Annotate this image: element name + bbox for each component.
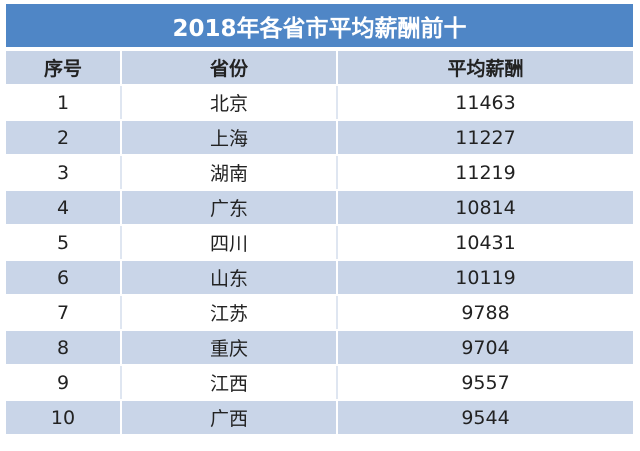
province-cell: 广东: [122, 191, 338, 224]
rank-cell: 8: [6, 331, 122, 364]
table-title: 2018年各省市平均薪酬前十: [6, 4, 633, 47]
table-row: 10 广西 9544: [6, 401, 633, 434]
province-cell: 北京: [122, 86, 338, 119]
rank-cell: 4: [6, 191, 122, 224]
salary-cell: 10119: [338, 261, 633, 294]
rank-cell: 5: [6, 226, 122, 259]
salary-table: 序号 省份 平均薪酬 1 北京 11463 2 上海 11227 3 湖南 11…: [6, 49, 633, 436]
table-row: 1 北京 11463: [6, 86, 633, 119]
header-rank: 序号: [6, 51, 122, 84]
province-cell: 江苏: [122, 296, 338, 329]
table-row: 5 四川 10431: [6, 226, 633, 259]
province-cell: 四川: [122, 226, 338, 259]
rank-cell: 9: [6, 366, 122, 399]
province-cell: 山东: [122, 261, 338, 294]
table-row: 2 上海 11227: [6, 121, 633, 154]
header-salary: 平均薪酬: [338, 51, 633, 84]
province-cell: 广西: [122, 401, 338, 434]
province-cell: 江西: [122, 366, 338, 399]
province-cell: 重庆: [122, 331, 338, 364]
table-row: 3 湖南 11219: [6, 156, 633, 189]
rank-cell: 10: [6, 401, 122, 434]
salary-cell: 11463: [338, 86, 633, 119]
rank-cell: 1: [6, 86, 122, 119]
salary-cell: 11227: [338, 121, 633, 154]
rank-cell: 3: [6, 156, 122, 189]
header-province: 省份: [122, 51, 338, 84]
table-row: 8 重庆 9704: [6, 331, 633, 364]
salary-cell: 10431: [338, 226, 633, 259]
table-row: 7 江苏 9788: [6, 296, 633, 329]
rank-cell: 6: [6, 261, 122, 294]
table-row: 6 山东 10119: [6, 261, 633, 294]
province-cell: 湖南: [122, 156, 338, 189]
header-row: 序号 省份 平均薪酬: [6, 51, 633, 84]
salary-cell: 9557: [338, 366, 633, 399]
table-row: 4 广东 10814: [6, 191, 633, 224]
province-cell: 上海: [122, 121, 338, 154]
table-row: 9 江西 9557: [6, 366, 633, 399]
rank-cell: 7: [6, 296, 122, 329]
salary-cell: 11219: [338, 156, 633, 189]
salary-cell: 9788: [338, 296, 633, 329]
salary-cell: 10814: [338, 191, 633, 224]
rank-cell: 2: [6, 121, 122, 154]
salary-cell: 9704: [338, 331, 633, 364]
salary-cell: 9544: [338, 401, 633, 434]
